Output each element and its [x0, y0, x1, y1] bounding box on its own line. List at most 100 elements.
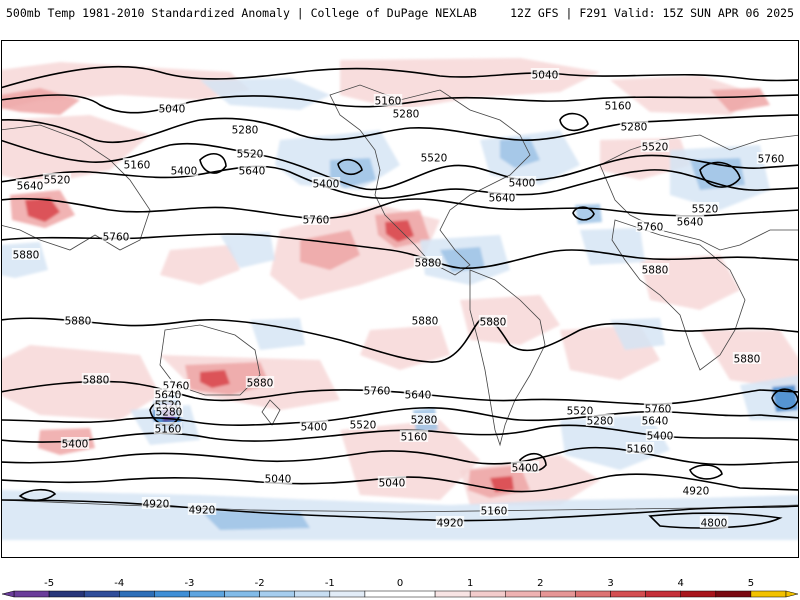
contour-label: 5040: [532, 70, 559, 82]
contour-label-bg: [479, 504, 509, 516]
anomaly-colorbar: -5 -4 -3 -2 -1 0 1 2 3 4 5: [1, 578, 799, 598]
contour-label-bg: [530, 68, 560, 80]
contour-label-bg: [510, 461, 540, 473]
contour-label: 5640: [17, 181, 44, 193]
contour-label-bg: [603, 99, 633, 111]
contour-label: 4800: [701, 518, 728, 530]
contour-labels: 5040 5040 5160 5160 5160 5280 5280 5280 5520 5520…: [11, 68, 786, 530]
colorbar-bin: [715, 590, 752, 598]
contour-label: 5640: [239, 166, 266, 178]
colorbar-bin: [189, 590, 225, 598]
contour-label-bg: [487, 191, 517, 203]
contour-label: 5880: [13, 250, 40, 262]
contour-label-bg: [478, 315, 508, 327]
contour-label-bg: [409, 413, 439, 425]
contour-label: 5520: [237, 149, 264, 161]
contour-label: 5640: [642, 416, 669, 428]
contour-label-bg: [311, 177, 341, 189]
contour-label-bg: [42, 173, 72, 185]
contour-label: 5280: [411, 415, 438, 427]
contour-label: 5760: [303, 215, 330, 227]
colorbar-bin: [610, 590, 646, 598]
colorbar-bin: [224, 590, 260, 598]
colorbar-bin: [540, 590, 576, 598]
contour-label: 5520: [692, 204, 719, 216]
colorbar-extend-right: [785, 590, 799, 598]
contour-label-bg: [141, 497, 171, 509]
contour-label: 4920: [143, 499, 170, 511]
contour-label-bg: [101, 230, 131, 242]
contour-label-bg: [235, 147, 265, 159]
contour-label-bg: [732, 352, 762, 364]
contour-label: 5040: [265, 474, 292, 486]
contour-label-bg: [643, 402, 673, 414]
colorbar-tick-label: 2: [537, 578, 543, 589]
contour-label-bg: [413, 256, 443, 268]
contour-label-bg: [81, 373, 111, 385]
colorbar-bin: [434, 590, 471, 598]
colorbar-bin: [259, 590, 295, 598]
contour-label: 5160: [155, 424, 182, 436]
colorbar-tick-label: 4: [678, 578, 684, 589]
colorbar-tick-label: -3: [184, 578, 194, 589]
contour-label-bg: [391, 107, 421, 119]
contour-label-bg: [60, 437, 90, 449]
contour-label: 5760: [103, 232, 130, 244]
contour-label-bg: [675, 215, 705, 227]
contour-label-bg: [640, 140, 670, 152]
contour-label: 5640: [489, 193, 516, 205]
colorbar-tick-label: -4: [114, 578, 124, 589]
colorbar-bin: [13, 590, 50, 598]
contour-label: 5880: [415, 258, 442, 270]
colorbar-bin: [750, 590, 787, 598]
colorbar-bin: [294, 590, 331, 598]
contour-label: 5760: [758, 154, 785, 166]
contour-label: 5880: [480, 317, 507, 329]
contour-label-bg: [435, 516, 465, 528]
contour-label-bg: [245, 376, 275, 388]
contour-label-bg: [187, 503, 217, 515]
contour-label: 5760: [645, 404, 672, 416]
contour-label-bg: [690, 202, 720, 214]
contour-label-bg: [263, 472, 293, 484]
contour-label: 5520: [350, 420, 377, 432]
anomaly-map: 5040 5040 5160 5160 5160 5280 5280 5280 5520 5520…: [2, 58, 798, 540]
contour-label-bg: [157, 102, 187, 114]
contour-label-bg: [348, 418, 378, 430]
contour-label-bg: [756, 152, 786, 164]
contour-label: 5280: [232, 125, 259, 137]
contour-label-bg: [585, 414, 615, 426]
contour-label: 5160: [481, 506, 508, 518]
colorbar-extend-left: [1, 590, 15, 598]
contour-label-bg: [681, 484, 711, 496]
colorbar-tick-label: 0: [397, 578, 403, 589]
colorbar-ticks: -5 -4 -3 -2 -1 0 1 2 3 4 5: [44, 578, 754, 589]
contour-label: 5520: [421, 153, 448, 165]
contour-label: 5880: [83, 375, 110, 387]
contour-label: 4920: [189, 505, 216, 517]
contour-label: 5880: [65, 316, 92, 328]
contour-label-bg: [237, 164, 267, 176]
contour-label: 5880: [642, 265, 669, 277]
contour-label-bg: [419, 151, 449, 163]
contour-label-bg: [625, 442, 655, 454]
colorbar-tick-label: -1: [325, 578, 335, 589]
contour-label-bg: [403, 388, 433, 400]
anomaly-shading: [2, 58, 798, 540]
contour-label: 5400: [62, 439, 89, 451]
contour-label-bg: [640, 414, 670, 426]
contour-label: 5160: [627, 444, 654, 456]
contour-label-bg: [640, 263, 670, 275]
contour-label-bg: [410, 314, 440, 326]
contour-label: 5880: [412, 316, 439, 328]
contour-label: 5280: [621, 122, 648, 134]
contour-label-bg: [507, 176, 537, 188]
colorbar-tick-label: 3: [607, 578, 613, 589]
colorbar-tick-label: -5: [44, 578, 54, 589]
contour-label-bg: [63, 314, 93, 326]
colorbar-bin: [680, 590, 717, 598]
contour-label: 5760: [364, 386, 391, 398]
contour-label: 5520: [642, 142, 669, 154]
contour-label: 5160: [605, 101, 632, 113]
contour-label: 5640: [405, 390, 432, 402]
